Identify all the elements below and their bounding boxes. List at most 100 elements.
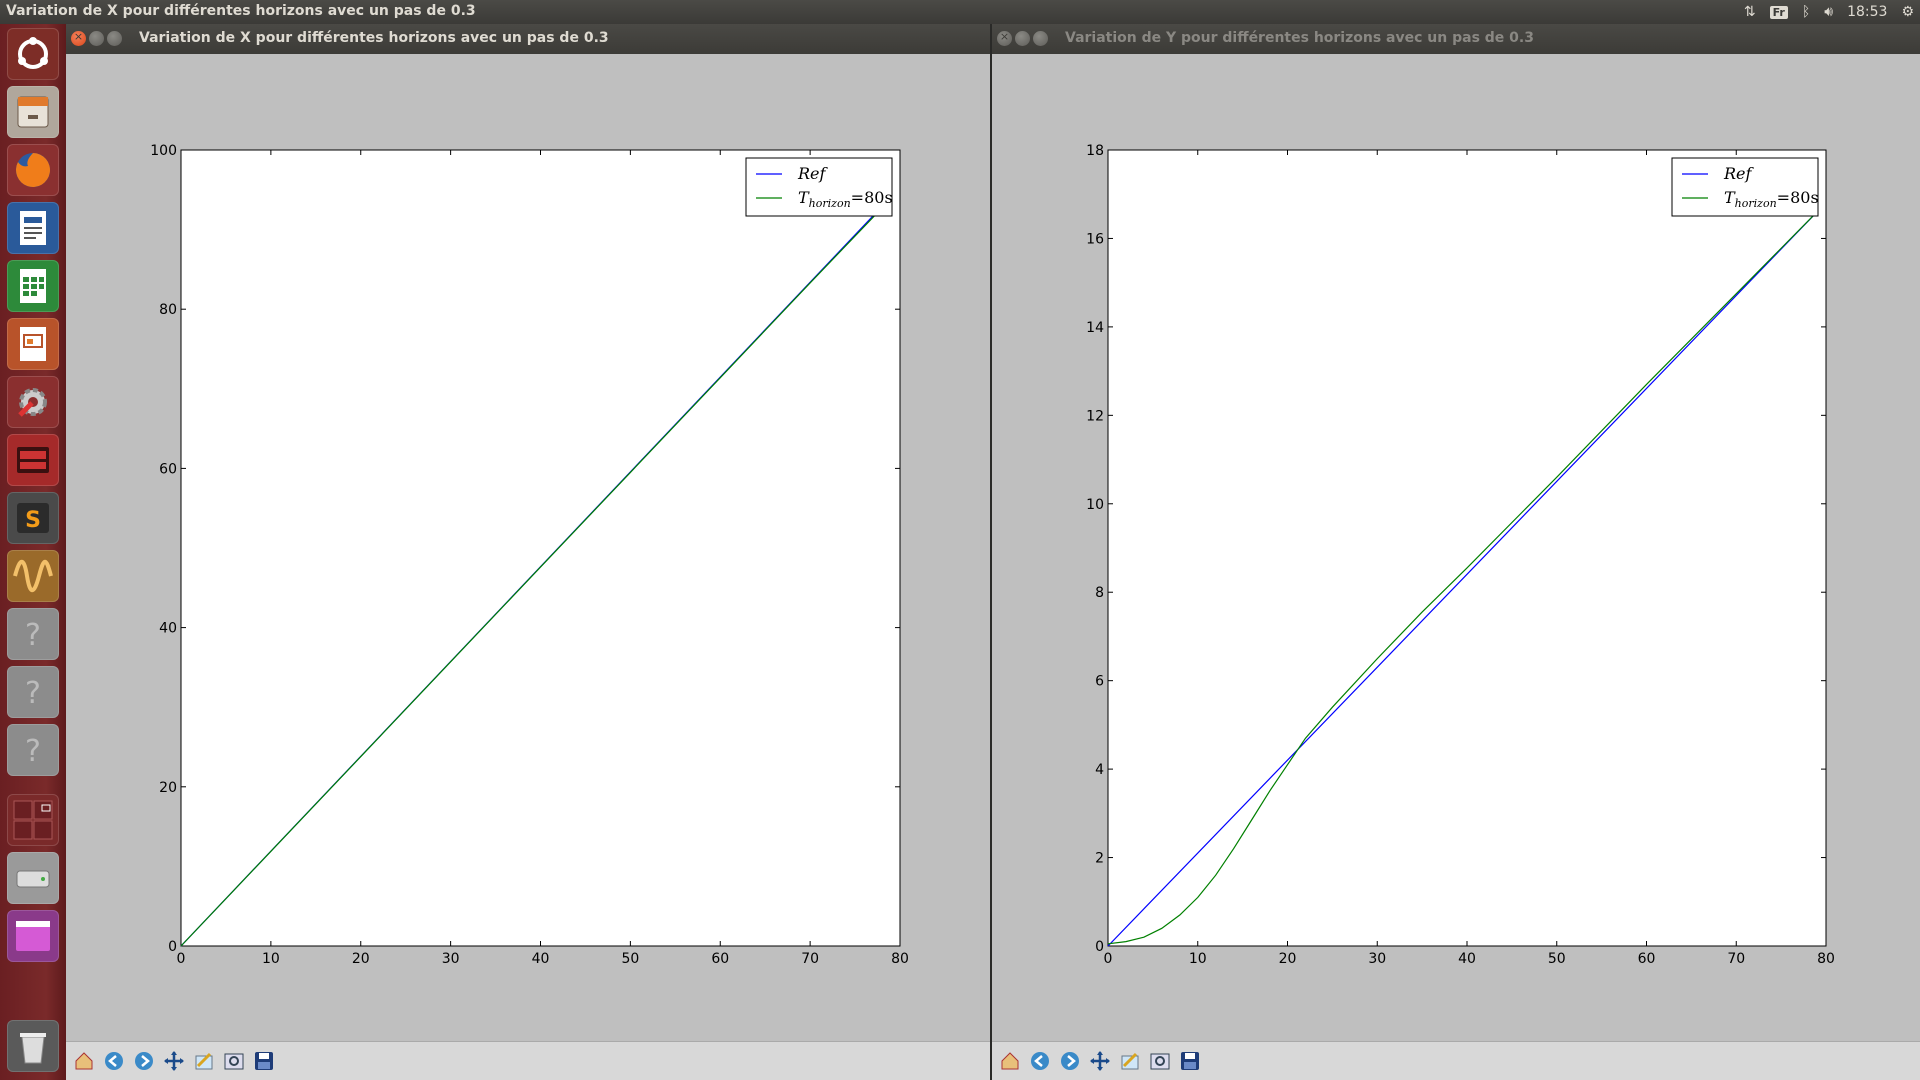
zoom-rect-icon[interactable] <box>1148 1048 1172 1074</box>
pan-icon[interactable] <box>1088 1048 1112 1074</box>
y-tick-label: 16 <box>1086 231 1104 247</box>
x-tick-label: 70 <box>1727 951 1745 967</box>
y-tick-label: 4 <box>1095 762 1104 778</box>
back-icon[interactable] <box>102 1048 126 1074</box>
workspace-switcher-icon[interactable] <box>7 794 59 846</box>
trash-icon[interactable] <box>7 1020 59 1072</box>
figure-window-x[interactable]: × Variation de X pour différentes horizo… <box>66 24 992 1080</box>
series-ref-line <box>1107 211 1818 947</box>
volume-icon[interactable]: 🔊︎ <box>1824 4 1834 20</box>
top-panel: Variation de X pour différentes horizons… <box>0 0 1920 24</box>
forward-icon[interactable] <box>132 1048 156 1074</box>
pan-icon[interactable] <box>162 1048 186 1074</box>
y-tick-label: 100 <box>150 143 177 159</box>
y-tick-label: 6 <box>1095 674 1104 690</box>
file-cabinet-icon[interactable] <box>7 86 59 138</box>
x-tick-label: 10 <box>262 951 280 967</box>
active-window-title: Variation de X pour différentes horizons… <box>6 3 476 19</box>
y-tick-label: 2 <box>1095 851 1104 867</box>
question-icon[interactable]: ? <box>7 666 59 718</box>
wave-icon[interactable] <box>7 550 59 602</box>
x-tick-label: 0 <box>1104 951 1113 967</box>
matplotlib-toolbar <box>992 1041 1920 1080</box>
x-tick-label: 50 <box>1548 951 1566 967</box>
series-thorizon-line <box>180 202 887 947</box>
firefox-icon[interactable] <box>7 144 59 196</box>
matplotlib-toolbar <box>66 1041 992 1080</box>
document-icon[interactable] <box>7 202 59 254</box>
red-app-icon[interactable] <box>7 434 59 486</box>
close-button[interactable]: × <box>997 30 1012 46</box>
x-tick-label: 80 <box>891 951 909 967</box>
launcher: S ? ? ? <box>0 24 66 1080</box>
drive-icon[interactable] <box>7 852 59 904</box>
keyboard-layout-indicator[interactable]: Fr <box>1769 5 1788 19</box>
y-tick-label: 18 <box>1086 143 1104 159</box>
zoom-rect-icon[interactable] <box>222 1048 246 1074</box>
y-tick-label: 0 <box>1095 939 1104 955</box>
forward-icon[interactable] <box>1058 1048 1082 1074</box>
figure-window-y[interactable]: × Variation de Y pour différentes horizo… <box>992 24 1920 1080</box>
x-tick-label: 10 <box>1189 951 1207 967</box>
legend-label-ref: Ref <box>797 164 829 183</box>
x-tick-label: 40 <box>1458 951 1476 967</box>
x-tick-label: 30 <box>1368 951 1386 967</box>
x-tick-label: 30 <box>442 951 460 967</box>
window-title: Variation de X pour différentes horizons… <box>139 30 609 46</box>
maximize-button[interactable] <box>107 31 122 46</box>
x-tick-label: 20 <box>1279 951 1297 967</box>
y-tick-label: 60 <box>159 461 177 477</box>
plot-canvas[interactable]: 0 10 20 30 40 50 60 70 80 0 2 4 6 8 10 12 14 16 18 Ref Thori… <box>992 54 1920 1042</box>
settings-wrench-icon[interactable] <box>7 376 59 428</box>
y-tick-label: 8 <box>1095 585 1104 601</box>
window-title: Variation de Y pour différentes horizons… <box>1065 30 1534 46</box>
x-tick-label: 70 <box>801 951 819 967</box>
plot-canvas[interactable]: 0 10 20 30 40 50 60 70 80 0 20 40 60 80 100 Ref Thorizon… <box>66 54 992 1042</box>
window-divider <box>990 24 993 1080</box>
minimize-button[interactable] <box>1015 31 1030 46</box>
svg-text:?: ? <box>25 676 41 711</box>
x-tick-label: 40 <box>532 951 550 967</box>
legend-label-thorizon: Thorizon=80s <box>798 188 893 210</box>
x-tick-label: 0 <box>177 951 186 967</box>
legend-box <box>745 157 893 217</box>
ubuntu-logo-icon[interactable] <box>7 28 59 80</box>
maximize-button[interactable] <box>1033 31 1048 46</box>
minimize-button[interactable] <box>89 31 104 46</box>
y-tick-label: 80 <box>159 302 177 318</box>
x-tick-label: 50 <box>621 951 639 967</box>
legend-box <box>1671 157 1819 217</box>
back-icon[interactable] <box>1028 1048 1052 1074</box>
clock[interactable]: 18:53 <box>1847 4 1888 20</box>
legend-label-thorizon: Thorizon=80s <box>1724 188 1819 210</box>
save-icon[interactable] <box>252 1048 276 1074</box>
save-icon[interactable] <box>1178 1048 1202 1074</box>
gear-icon[interactable]: ⚙ <box>1901 4 1914 20</box>
home-icon[interactable] <box>72 1048 96 1074</box>
x-tick-label: 20 <box>352 951 370 967</box>
window-titlebar[interactable]: × Variation de Y pour différentes horizo… <box>992 24 1920 54</box>
svg-text:S: S <box>25 508 41 533</box>
system-tray: ⇅ Fr ᛒ 🔊︎ 18:53 ⚙ <box>1744 0 1914 24</box>
spreadsheet-icon[interactable] <box>7 260 59 312</box>
legend: Ref Thorizon=80s <box>745 157 893 217</box>
y-tick-label: 12 <box>1086 408 1104 424</box>
question-icon[interactable]: ? <box>7 608 59 660</box>
y-tick-label: 10 <box>1086 497 1104 513</box>
bluetooth-icon[interactable]: ᛒ <box>1801 4 1811 20</box>
chart-x: 0 10 20 30 40 50 60 70 80 0 20 40 60 80 100 Ref Thorizon… <box>150 143 909 967</box>
configure-subplots-icon[interactable] <box>1118 1048 1142 1074</box>
y-tick-label: 40 <box>159 621 177 637</box>
question-icon[interactable]: ? <box>7 724 59 776</box>
x-tick-label: 60 <box>711 951 729 967</box>
series-thorizon-line <box>1107 211 1818 945</box>
close-button[interactable]: × <box>71 30 86 46</box>
sublime-icon[interactable]: S <box>7 492 59 544</box>
configure-subplots-icon[interactable] <box>192 1048 216 1074</box>
y-tick-label: 20 <box>159 780 177 796</box>
window-titlebar[interactable]: × Variation de X pour différentes horizo… <box>66 24 992 54</box>
purple-window-icon[interactable] <box>7 910 59 962</box>
network-icon[interactable]: ⇅ <box>1743 4 1756 20</box>
presentation-icon[interactable] <box>7 318 59 370</box>
home-icon[interactable] <box>998 1048 1022 1074</box>
